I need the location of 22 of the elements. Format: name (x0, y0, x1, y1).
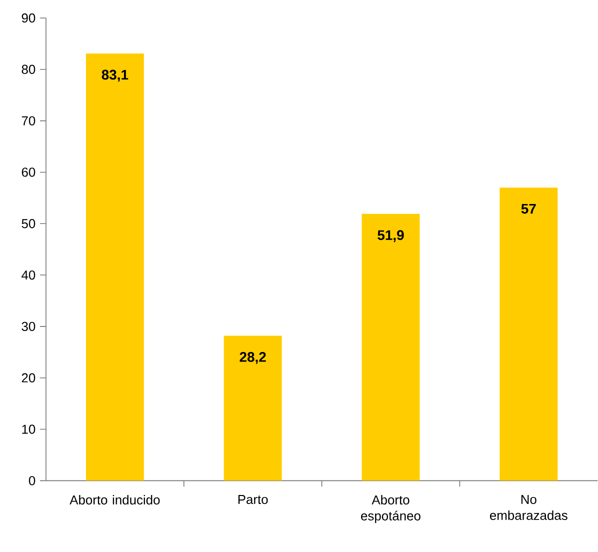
y-tick-label: 80 (22, 64, 36, 74)
y-tick-label: 60 (22, 168, 36, 177)
bar (86, 54, 144, 481)
y-tick-label: 40 (22, 270, 36, 280)
y-tick-label: 90 (22, 14, 36, 23)
y-tick-label: 30 (22, 322, 36, 332)
data-label: 83,1 (102, 70, 128, 82)
x-tick-label: No embarazadas (490, 495, 568, 520)
bar (500, 188, 558, 481)
y-tick-label: 10 (22, 424, 36, 434)
x-tick-label: Aborto espotáneo (361, 495, 420, 524)
data-label: 51,9 (378, 230, 404, 242)
y-tick-label: 50 (22, 219, 36, 228)
x-tick-label: Parto (238, 495, 268, 504)
bar (362, 214, 420, 481)
data-label: 57 (521, 204, 536, 214)
bar (224, 336, 282, 481)
x-tick-label: Aborto inducido (70, 495, 160, 505)
y-tick-label: 20 (22, 373, 36, 383)
y-tick-label: 70 (22, 116, 36, 126)
y-tick-label: 0 (28, 476, 36, 486)
data-label: 28,2 (240, 352, 266, 364)
